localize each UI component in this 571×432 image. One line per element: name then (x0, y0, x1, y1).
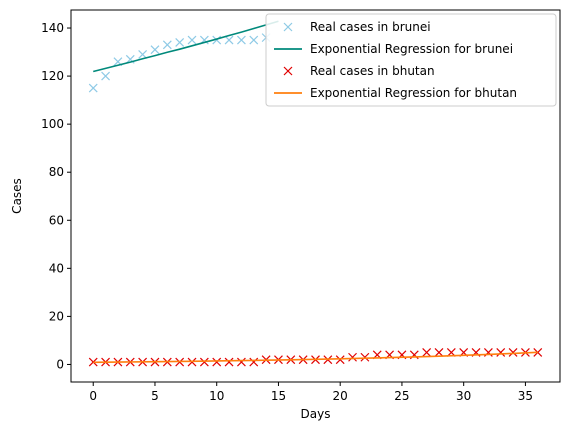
data-point (348, 352, 357, 362)
x-tick-label: 10 (209, 389, 224, 403)
data-point (224, 35, 234, 45)
data-point (236, 357, 246, 367)
data-point (187, 35, 197, 45)
legend-item: Real cases in bhutan (283, 64, 435, 78)
x-tick-label: 20 (333, 389, 348, 403)
data-point (236, 35, 246, 45)
data-point (101, 71, 111, 81)
y-tick-label: 120 (41, 69, 64, 83)
plot-frame (70, 9, 561, 383)
legend-label: Real cases in bhutan (310, 64, 435, 78)
legend: Real cases in brunei Exponential Regressi… (265, 13, 557, 107)
data-point (175, 38, 185, 47)
data-point (434, 348, 444, 357)
data-point (138, 50, 148, 59)
data-point (212, 35, 222, 45)
plot-area (88, 20, 543, 367)
y-tick-label: 100 (41, 117, 64, 131)
legend-label: Exponential Regression for bhutan (310, 86, 517, 100)
y-axis-label: Cases (10, 178, 24, 214)
data-point (496, 348, 506, 357)
legend-item: Exponential Regression for bhutan (274, 86, 517, 100)
data-point (249, 35, 259, 45)
series-line (93, 20, 279, 73)
series-3 (93, 351, 538, 364)
x-axis-ticks: 0 5 10 15 20 25 30 35 (89, 382, 533, 403)
x-tick-label: 0 (89, 389, 97, 403)
x-tick-label: 25 (394, 389, 409, 403)
data-point (335, 355, 345, 365)
data-point (508, 348, 518, 357)
data-point (199, 357, 209, 367)
series-1 (93, 20, 279, 73)
legend-marker-swatch (283, 22, 293, 32)
legend-item: Real cases in brunei (283, 20, 431, 34)
legend-label: Real cases in brunei (310, 20, 431, 34)
series-line (93, 351, 538, 364)
data-point (162, 40, 172, 50)
x-tick-label: 15 (271, 389, 286, 403)
data-point (88, 83, 98, 93)
data-point (360, 352, 370, 362)
series-0 (88, 33, 271, 93)
data-point (224, 357, 234, 367)
y-tick-label: 80 (49, 165, 64, 179)
legend-item: Exponential Regression for brunei (274, 42, 513, 56)
data-point (249, 357, 259, 367)
y-axis-ticks: 0 20 40 60 80 100 120 140 (41, 21, 71, 371)
y-tick-label: 0 (56, 357, 64, 371)
y-tick-label: 20 (49, 309, 64, 323)
y-tick-label: 40 (49, 261, 64, 275)
data-point (150, 45, 160, 55)
legend-box (265, 13, 557, 107)
x-tick-label: 30 (456, 389, 471, 403)
y-tick-label: 60 (49, 213, 64, 227)
data-point (88, 357, 98, 367)
y-tick-label: 140 (41, 21, 64, 35)
data-point (212, 357, 222, 367)
legend-label: Exponential Regression for brunei (310, 42, 513, 56)
x-tick-label: 5 (151, 389, 159, 403)
x-axis-label: Days (301, 407, 331, 421)
x-tick-label: 35 (518, 389, 533, 403)
legend-marker-swatch (283, 66, 293, 76)
data-point (422, 348, 432, 357)
